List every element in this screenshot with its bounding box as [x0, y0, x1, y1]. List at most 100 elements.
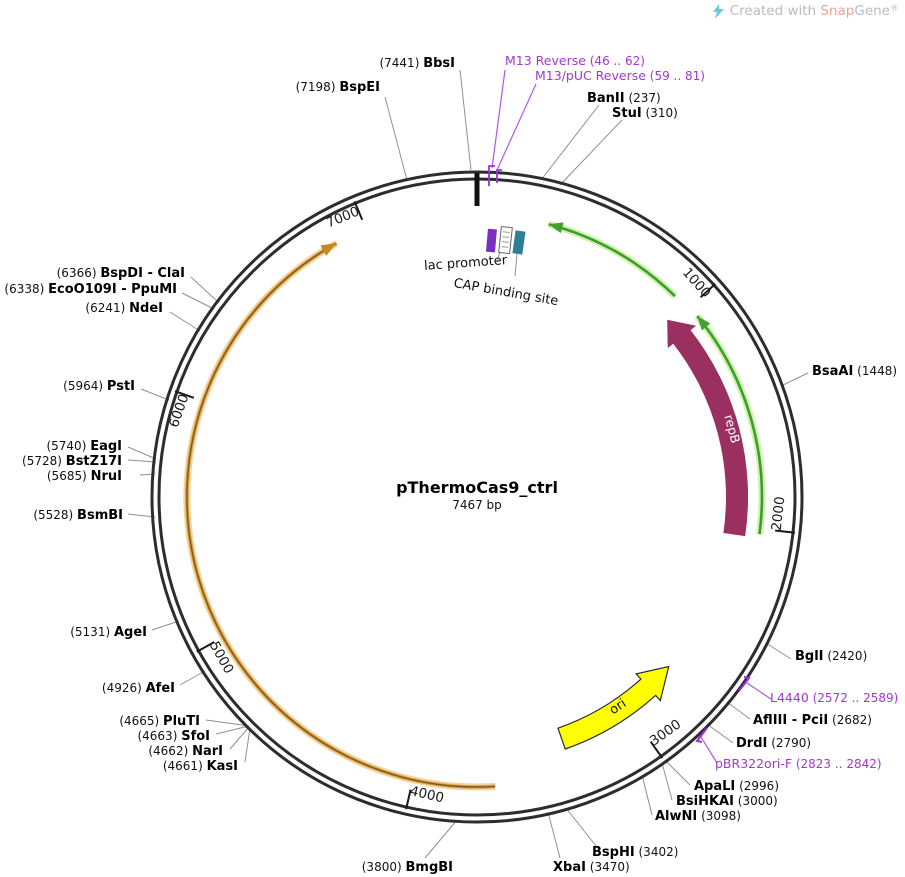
enzyme-name: BsmBI: [77, 508, 123, 523]
enzyme-label-pluti[interactable]: (4665) PluTI: [119, 714, 200, 729]
enzyme-name: BspEI: [339, 80, 380, 95]
enzyme-pos: (2682): [832, 713, 872, 727]
enzyme-name: EcoO109I - PpuMI: [48, 282, 177, 297]
gene-arc-core: [186, 242, 496, 788]
green-arc-feature-2[interactable]: [693, 313, 766, 535]
callout-line: [127, 513, 156, 518]
callout-line: [726, 701, 751, 720]
primer-label-pbr322ori-f[interactable]: pBR322ori-F (2823 .. 2842): [715, 756, 882, 772]
enzyme-pos: (237): [628, 91, 661, 105]
enzyme-pos: (4926): [101, 681, 142, 695]
enzyme-name: AflIII - PciI: [753, 713, 829, 728]
primer-name: M13/pUC Reverse: [535, 68, 646, 83]
enzyme-label-bstz17i[interactable]: (5728) BstZ17I: [22, 454, 122, 469]
enzyme-pos: (3098): [701, 809, 741, 823]
cap-binding-site-icon[interactable]: [512, 230, 526, 255]
enzyme-pos: (6338): [4, 282, 45, 296]
callout-line: [151, 620, 180, 631]
enzyme-pos: (2420): [827, 649, 868, 663]
lac-operator-icon[interactable]: [498, 225, 513, 255]
primer-marks: [488, 165, 751, 743]
callout-line: [181, 292, 215, 310]
callout-line: [127, 459, 157, 463]
enzyme-label-eagi[interactable]: (5740) EagI: [46, 439, 122, 454]
callout-line: [661, 762, 673, 801]
enzyme-label-banii[interactable]: BanII (237): [587, 91, 661, 106]
callout-line: [514, 253, 518, 277]
m13-reverse-primer-mark[interactable]: [488, 165, 495, 186]
primer-name: L4440: [770, 690, 809, 705]
enzyme-name: KasI: [206, 759, 238, 774]
primer-name: pBR322ori-F: [715, 756, 793, 771]
callout-line: [664, 759, 691, 786]
enzyme-name: SfoI: [181, 729, 210, 744]
l4440-primer-mark[interactable]: [738, 676, 751, 692]
enzyme-name: PluTI: [163, 714, 200, 729]
enzyme-label-bsihkai[interactable]: BsiHKAI (3000): [676, 794, 778, 809]
enzyme-label-bsmbi[interactable]: (5528) BsmBI: [33, 508, 123, 523]
enzyme-label-bsphi[interactable]: BspHI (3402): [592, 845, 678, 860]
callout-line: [179, 670, 206, 686]
enzyme-pos: (6366): [56, 266, 97, 280]
callout-line: [780, 372, 809, 387]
enzyme-pos: (7198): [295, 80, 336, 94]
enzyme-name: BspHI: [592, 845, 635, 860]
callout-line: [424, 819, 458, 859]
enzyme-label-alwni[interactable]: AlwNI (3098): [655, 809, 741, 824]
enzyme-name: PstI: [106, 379, 135, 394]
enzyme-label-nrui[interactable]: (5685) NruI: [47, 469, 122, 484]
primer-label-m13-reverse[interactable]: M13 Reverse (46 .. 62): [505, 54, 645, 69]
enzyme-pos: (4663): [137, 729, 178, 743]
tick-3000: [649, 741, 664, 759]
tick-6000: [174, 390, 195, 399]
enzyme-label-xbai[interactable]: XbaI (3470): [553, 860, 630, 875]
enzyme-label-drdi[interactable]: DrdI (2790): [736, 736, 811, 751]
enzyme-pos: (4662): [148, 744, 189, 758]
primer-callout-line: [496, 83, 537, 171]
enzyme-label-ecoo109i-ppumi[interactable]: (6338) EcoO109I - PpuMI: [4, 282, 177, 297]
enzyme-pos: (2790): [771, 736, 812, 750]
callout-line: [459, 69, 472, 171]
callout-line: [641, 774, 653, 816]
pbr322ori-f-primer-mark[interactable]: [695, 727, 708, 743]
gene-arc-feature[interactable]: [183, 238, 496, 791]
ori-arrow: [557, 665, 670, 750]
callout-line: [244, 727, 251, 763]
enzyme-label-afliii-pcii[interactable]: AflIII - PciI (2682): [753, 713, 872, 728]
primer-label-l4440[interactable]: L4440 (2572 .. 2589): [770, 690, 898, 706]
enzyme-pos: (5740): [46, 439, 87, 453]
callout-line: [706, 723, 734, 744]
enzyme-label-bbsi[interactable]: (7441) BbsI: [379, 56, 455, 71]
enzyme-name: AlwNI: [655, 809, 698, 824]
tick-4000: [405, 789, 412, 810]
enzyme-label-nari[interactable]: (4662) NarI: [148, 744, 223, 759]
lac-promoter-icon[interactable]: [485, 228, 497, 253]
enzyme-label-agei[interactable]: (5131) AgeI: [70, 625, 147, 640]
green-arc-2: [696, 315, 764, 535]
enzyme-pos: (3402): [638, 845, 679, 859]
repB-feature[interactable]: repB: [667, 319, 749, 537]
enzyme-label-ndei[interactable]: (6241) NdeI: [85, 301, 163, 316]
enzyme-label-bgli[interactable]: BglI (2420): [795, 649, 867, 664]
repB-arrow: [667, 319, 749, 537]
enzyme-label-stui[interactable]: StuI (310): [612, 106, 678, 121]
enzyme-label-bsaai[interactable]: BsaAI (1448): [812, 364, 897, 379]
enzyme-label-psti[interactable]: (5964) PstI: [63, 379, 135, 394]
enzyme-name: BanII: [587, 91, 625, 106]
watermark-brand-red: Snap: [820, 3, 855, 19]
enzyme-label-kasi[interactable]: (4661) KasI: [163, 759, 238, 774]
enzyme-name: BbsI: [423, 56, 455, 71]
m13-puc-reverse-primer-mark[interactable]: [496, 169, 502, 183]
green-arc-feature-1[interactable]: [547, 219, 678, 299]
enzyme-label-sfoi[interactable]: (4663) SfoI: [137, 729, 210, 744]
enzyme-label-apali[interactable]: ApaLI (2996): [694, 779, 779, 794]
enzyme-label-bspdi-clai[interactable]: (6366) BspDI - ClaI: [57, 266, 185, 281]
callout-line: [169, 311, 201, 332]
primer-label-m13-puc-reverse[interactable]: M13/pUC Reverse (59 .. 81): [535, 68, 705, 84]
enzyme-label-afei[interactable]: (4926) AfeI: [102, 681, 175, 696]
enzyme-label-bspei[interactable]: (7198) BspEI: [296, 80, 380, 95]
enzyme-name: BspDI - ClaI: [100, 266, 185, 281]
ori-feature[interactable]: ori: [557, 665, 670, 750]
enzyme-label-bmgbi[interactable]: (3800) BmgBI: [362, 860, 453, 875]
